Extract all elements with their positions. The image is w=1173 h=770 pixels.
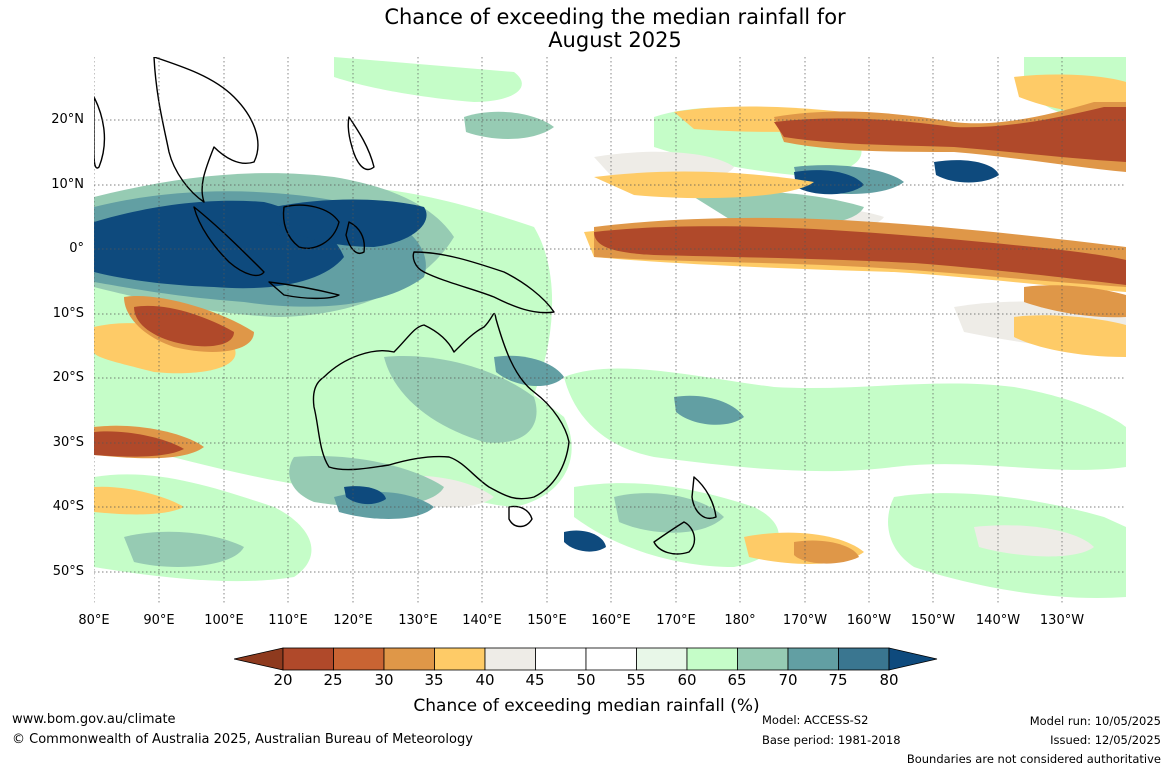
- lat-label-0: 0°: [69, 241, 84, 256]
- lat-label-40s: 40°S: [52, 499, 84, 514]
- colorbar-tick-30: 30: [374, 671, 394, 689]
- lon-label-110e: 110°E: [268, 613, 308, 628]
- colorbar-segment: [282, 647, 334, 671]
- colorbar-tick-55: 55: [626, 671, 646, 689]
- colorbar-min-extension: [234, 647, 284, 671]
- colorbar-max-extension: [888, 647, 938, 671]
- lon-label-140w: 140°W: [975, 613, 1021, 628]
- colorbar-segment: [434, 647, 486, 671]
- lon-label-160w: 160°W: [846, 613, 892, 628]
- colorbar-tick-75: 75: [828, 671, 848, 689]
- lon-label-90e: 90°E: [143, 613, 175, 628]
- graticule: [94, 57, 1126, 604]
- colorbar-segment: [383, 647, 435, 671]
- base-period: Base period: 1981-2018: [762, 733, 901, 747]
- lat-label-10s: 10°S: [52, 306, 84, 321]
- colorbar-tick-40: 40: [475, 671, 495, 689]
- indochina-outline: [153, 57, 259, 203]
- borneo-outline: [282, 204, 340, 249]
- lon-label-180: 180°: [724, 613, 756, 628]
- new-zealand-outline: [653, 476, 717, 555]
- colorbar: [234, 647, 938, 671]
- lat-label-50s: 50°S: [52, 564, 84, 579]
- lat-label-20n: 20°N: [51, 112, 84, 127]
- philippines-outline: [347, 116, 375, 171]
- java-outline: [268, 281, 340, 300]
- colorbar-tick-60: 60: [677, 671, 697, 689]
- model-run-date: Model run: 10/05/2025: [1029, 714, 1161, 728]
- colorbar-tick-20: 20: [273, 671, 293, 689]
- dark-orange-regions: [94, 107, 1126, 457]
- sumatra-outline: [193, 206, 265, 277]
- model-name: Model: ACCESS-S2: [762, 713, 869, 727]
- map-canvas: [94, 57, 1126, 604]
- lon-label-170e: 170°E: [656, 613, 696, 628]
- colorbar-segment: [737, 647, 789, 671]
- india-outline: [94, 96, 106, 169]
- map-title: Chance of exceeding the median rainfall …: [384, 5, 846, 29]
- lon-label-170w: 170°W: [782, 613, 828, 628]
- colorbar-segment: [484, 647, 536, 671]
- copyright-text: © Commonwealth of Australia 2025, Austra…: [12, 732, 473, 747]
- sulawesi-outline: [345, 221, 366, 254]
- colorbar-tick-70: 70: [778, 671, 798, 689]
- colorbar-label: Chance of exceeding median rainfall (%): [413, 696, 760, 716]
- colorbar-tick-25: 25: [323, 671, 343, 689]
- colorbar-tick-80: 80: [879, 671, 899, 689]
- australia-outline: [312, 312, 570, 500]
- colorbar-segment: [585, 647, 637, 671]
- colorbar-segments: [234, 647, 938, 671]
- lon-label-120e: 120°E: [333, 613, 373, 628]
- lon-label-140e: 140°E: [462, 613, 502, 628]
- lat-label-20s: 20°S: [52, 370, 84, 385]
- lon-label-130e: 130°E: [398, 613, 438, 628]
- colorbar-segment: [838, 647, 890, 671]
- lon-label-130w: 130°W: [1039, 613, 1085, 628]
- rainfall-probability-map: [94, 57, 1126, 604]
- map-subtitle: August 2025: [548, 28, 682, 52]
- colorbar-tick-50: 50: [576, 671, 596, 689]
- lon-label-150w: 150°W: [910, 613, 956, 628]
- colorbar-segment: [535, 647, 587, 671]
- new-guinea-outline: [412, 251, 555, 314]
- colorbar-segment: [787, 647, 839, 671]
- colorbar-segment: [333, 647, 385, 671]
- lon-label-80e: 80°E: [78, 613, 110, 628]
- land-outlines: [94, 57, 717, 555]
- colorbar-tick-45: 45: [525, 671, 545, 689]
- colorbar-tick-35: 35: [424, 671, 444, 689]
- lat-label-30s: 30°S: [52, 435, 84, 450]
- issued-date: Issued: 12/05/2025: [1050, 733, 1161, 747]
- website-link[interactable]: www.bom.gov.au/climate: [12, 712, 176, 727]
- lon-label-100e: 100°E: [204, 613, 244, 628]
- lon-label-160e: 160°E: [591, 613, 631, 628]
- lat-label-10n: 10°N: [51, 177, 84, 192]
- boundary-disclaimer: Boundaries are not considered authoritat…: [906, 752, 1161, 766]
- lon-label-150e: 150°E: [527, 613, 567, 628]
- colorbar-segment: [636, 647, 688, 671]
- colorbar-tick-65: 65: [727, 671, 747, 689]
- colorbar-segment: [686, 647, 738, 671]
